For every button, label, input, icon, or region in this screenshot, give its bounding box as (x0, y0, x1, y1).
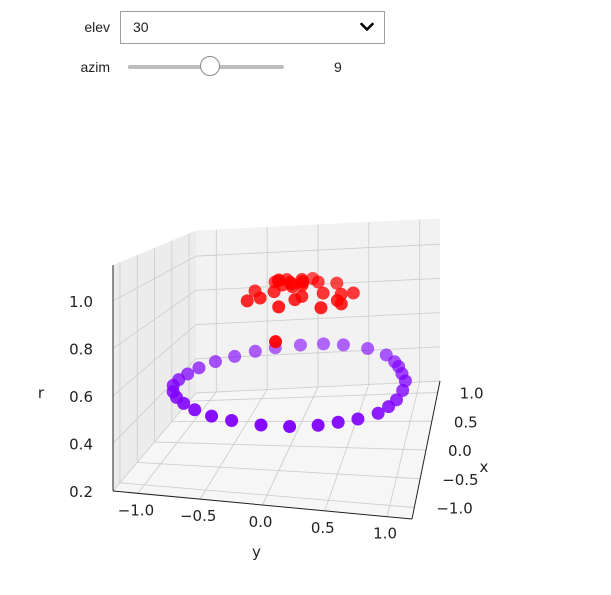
azim-readout: 9 (334, 59, 342, 75)
elev-control: elev 30 (0, 9, 385, 45)
z-tick-label: 0.2 (69, 483, 93, 501)
y-axis-line (112, 490, 413, 520)
elev-label: elev (84, 19, 110, 35)
point-ring (351, 412, 365, 426)
point-ring (225, 414, 239, 428)
elev-dropdown[interactable]: 30 (120, 10, 385, 44)
elev-selected-value: 30 (133, 19, 149, 35)
azim-slider-handle[interactable] (200, 56, 220, 76)
point-top-cluster (286, 280, 300, 294)
point-ring (205, 409, 219, 423)
point-ring (248, 344, 262, 358)
point-top-cluster (253, 291, 267, 305)
point-top-cluster (272, 300, 286, 314)
point-ring (177, 396, 191, 410)
data-points (166, 272, 412, 434)
azim-label: azim (80, 59, 110, 75)
z-tick-label: 0.4 (69, 435, 93, 453)
point-ring (317, 337, 331, 351)
gridline (137, 461, 421, 480)
point-top-cluster (316, 286, 330, 300)
point-top-cluster (311, 275, 325, 289)
point-ring (254, 418, 268, 432)
x-axis-label: x (480, 458, 489, 476)
x-tick-label: −0.5 (442, 471, 478, 489)
y-tick-label: 0.5 (311, 519, 335, 537)
gridline (195, 312, 441, 326)
point-top-cluster (314, 301, 328, 315)
point-top-cluster (269, 335, 283, 349)
gridline (112, 324, 197, 397)
z-tick-label: 0.6 (69, 388, 93, 406)
z-axis-label: r (38, 384, 45, 402)
x-axis-line (411, 380, 441, 520)
axes-lines (112, 265, 441, 520)
azim-slider-fill (128, 65, 210, 69)
point-ring (361, 342, 375, 356)
axis-labels: y x r (38, 384, 489, 561)
x-tick-label: 0.0 (448, 442, 472, 460)
gridline (112, 289, 197, 349)
point-ring (208, 355, 222, 369)
point-top-cluster (334, 297, 348, 311)
point-top-cluster (288, 293, 302, 307)
azim-control: azim 9 (0, 55, 342, 79)
x-tick-label: 0.5 (454, 413, 478, 431)
y-tick-label: 0.0 (249, 513, 273, 531)
point-ring (293, 338, 307, 352)
azim-slider[interactable] (128, 56, 284, 77)
y-tick-label: −1.0 (118, 501, 154, 519)
tick-labels: −1.0 −0.5 0.0 0.5 1.0 −1.0 −0.5 0.0 0.5 1.0 0.2 0.4… (69, 293, 483, 543)
point-ring (311, 418, 325, 432)
point-ring (371, 406, 385, 420)
axes-grid (112, 219, 441, 517)
point-ring (331, 415, 345, 429)
gridline (195, 243, 441, 257)
point-top-cluster (240, 294, 254, 308)
chevron-down-icon (360, 22, 374, 32)
point-ring (188, 403, 202, 417)
point-top-cluster (346, 286, 360, 300)
point-ring (228, 349, 242, 363)
point-top-cluster (330, 276, 344, 290)
gridline (262, 386, 319, 506)
y-axis-label: y (252, 543, 261, 561)
axes-panes (113, 218, 440, 519)
point-ring (336, 338, 350, 352)
gridline (119, 482, 415, 508)
point-ring (192, 361, 206, 375)
point-ring (382, 400, 396, 414)
y-tick-label: −0.5 (180, 507, 216, 525)
point-ring (283, 420, 297, 434)
gridline (386, 381, 421, 517)
point-top-cluster (295, 278, 309, 292)
point-ring (396, 383, 410, 397)
z-tick-label: 1.0 (69, 293, 93, 311)
x-tick-label: −1.0 (436, 500, 472, 518)
z-tick-label: 0.8 (69, 340, 93, 358)
gridline (324, 384, 370, 511)
x-tick-label: 1.0 (460, 385, 484, 403)
gridline (112, 255, 197, 302)
point-top-cluster (267, 285, 281, 299)
y-tick-label: 1.0 (373, 525, 397, 543)
